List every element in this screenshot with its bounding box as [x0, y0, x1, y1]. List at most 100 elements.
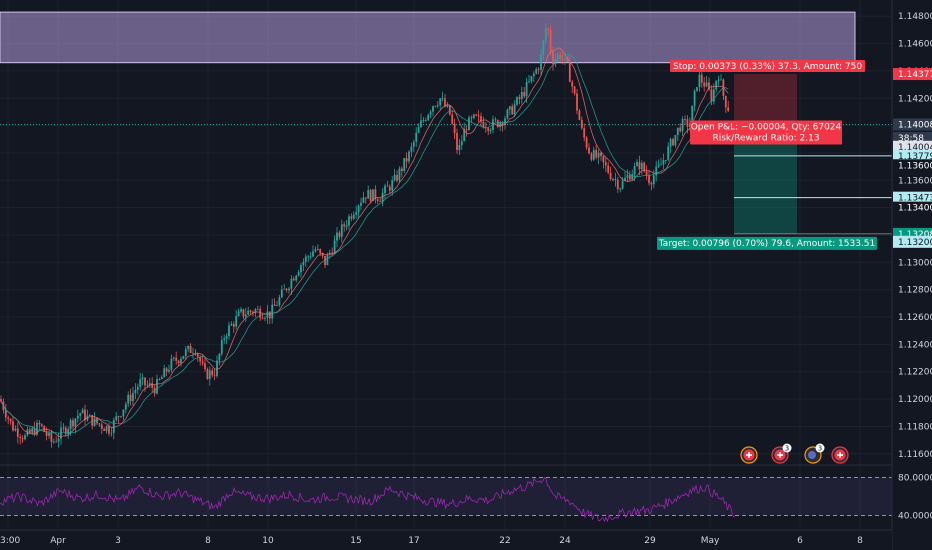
candle	[300, 265, 302, 273]
candles	[0, 23, 730, 448]
candle	[660, 164, 662, 166]
flag-icon[interactable]	[740, 446, 758, 464]
candle	[496, 120, 499, 128]
candle	[355, 212, 358, 215]
date-tick-label: 24	[559, 536, 571, 546]
candle	[360, 202, 362, 206]
candle	[314, 249, 317, 252]
flag-icon[interactable]	[831, 446, 849, 464]
candle	[117, 416, 120, 418]
price-tick-label: 1.13600	[898, 176, 932, 186]
candle	[710, 89, 713, 102]
candle	[638, 162, 641, 170]
candle	[408, 151, 410, 162]
candle	[55, 441, 58, 443]
candle	[612, 178, 614, 180]
horizontal-lines[interactable]	[0, 124, 892, 235]
candle	[559, 54, 562, 59]
price-marker-label: 1.14008	[898, 121, 932, 131]
pnl-label: Open P&L: −0.00004, Qty: 67024Risk/Rewar…	[690, 120, 842, 145]
moon-icon[interactable]: 3	[804, 443, 825, 464]
candle	[144, 377, 146, 386]
candle	[439, 98, 442, 106]
price-marker-bg	[893, 118, 932, 131]
candle	[379, 200, 382, 202]
candle	[168, 369, 170, 372]
date-tick-label: May	[701, 536, 720, 546]
candle	[686, 119, 689, 127]
price-tick-label: 1.11600	[898, 450, 932, 460]
candle	[554, 58, 557, 65]
stop-zone[interactable]	[734, 74, 797, 125]
candle	[470, 117, 473, 119]
price-marker-label: 1.13600	[898, 161, 932, 171]
candle	[139, 379, 142, 387]
date-axis[interactable]: 3:00 Apr 3 8 10 15 17 22 24 29 May 6 8	[0, 529, 892, 550]
candle	[122, 409, 125, 417]
candle	[420, 120, 422, 128]
position-tool[interactable]	[734, 74, 797, 234]
price-marker-label: 1.14004	[898, 143, 932, 153]
price-marker[interactable]: 1.13779	[893, 149, 932, 162]
candle	[276, 305, 278, 306]
candle	[93, 418, 96, 426]
candle	[45, 431, 48, 436]
candle	[129, 394, 132, 402]
candle	[600, 152, 602, 157]
price-marker[interactable]: 1.14377	[893, 68, 932, 81]
price-axis[interactable]: 1.148001.146001.144001.142001.140001.138…	[891, 0, 932, 550]
candle	[288, 288, 290, 291]
candle	[724, 95, 727, 108]
candle	[148, 383, 151, 385]
date-tick-label: 22	[499, 536, 510, 546]
price-marker[interactable]: 1.13200	[893, 235, 932, 248]
candle	[592, 149, 595, 160]
candle	[67, 429, 70, 435]
candle	[357, 205, 360, 213]
candle	[679, 127, 682, 132]
price-marker[interactable]: 1.13600	[893, 159, 932, 172]
candle	[36, 422, 38, 435]
candle	[705, 82, 708, 87]
candle	[465, 129, 468, 131]
candle	[240, 309, 242, 312]
price-marker[interactable]: 1.13473	[893, 191, 932, 204]
candle	[477, 115, 480, 117]
price-marker[interactable]: 1.13400	[893, 201, 932, 214]
candle	[33, 428, 36, 435]
candle	[448, 105, 451, 115]
candle	[684, 118, 686, 120]
candle	[715, 80, 718, 90]
candle	[523, 92, 526, 97]
price-marker[interactable]: 1.14004	[893, 140, 932, 153]
event-badge	[815, 443, 825, 453]
candle	[544, 28, 547, 41]
candle	[283, 288, 286, 290]
candle	[532, 73, 535, 77]
candle	[549, 30, 552, 52]
candle	[91, 414, 94, 426]
flag-icon[interactable]: 3	[771, 443, 792, 464]
candle	[712, 89, 715, 102]
candle	[232, 323, 235, 327]
candle	[576, 93, 578, 111]
ma-slow-line	[0, 53, 729, 434]
candle	[84, 409, 86, 421]
candle	[206, 368, 209, 379]
price-marker[interactable]: 1.14008	[893, 118, 932, 131]
candle	[57, 438, 60, 442]
flag-icon-bar-v	[779, 452, 781, 458]
candle	[134, 389, 137, 393]
candle	[652, 175, 655, 185]
candle	[475, 114, 478, 116]
candle	[664, 159, 667, 161]
candle	[132, 392, 134, 402]
candle	[261, 317, 264, 319]
candle	[108, 426, 110, 434]
resistance-zone[interactable]	[0, 11, 856, 64]
candle	[331, 252, 334, 254]
price-tick-label: 1.14200	[898, 94, 932, 104]
candle	[220, 340, 223, 354]
